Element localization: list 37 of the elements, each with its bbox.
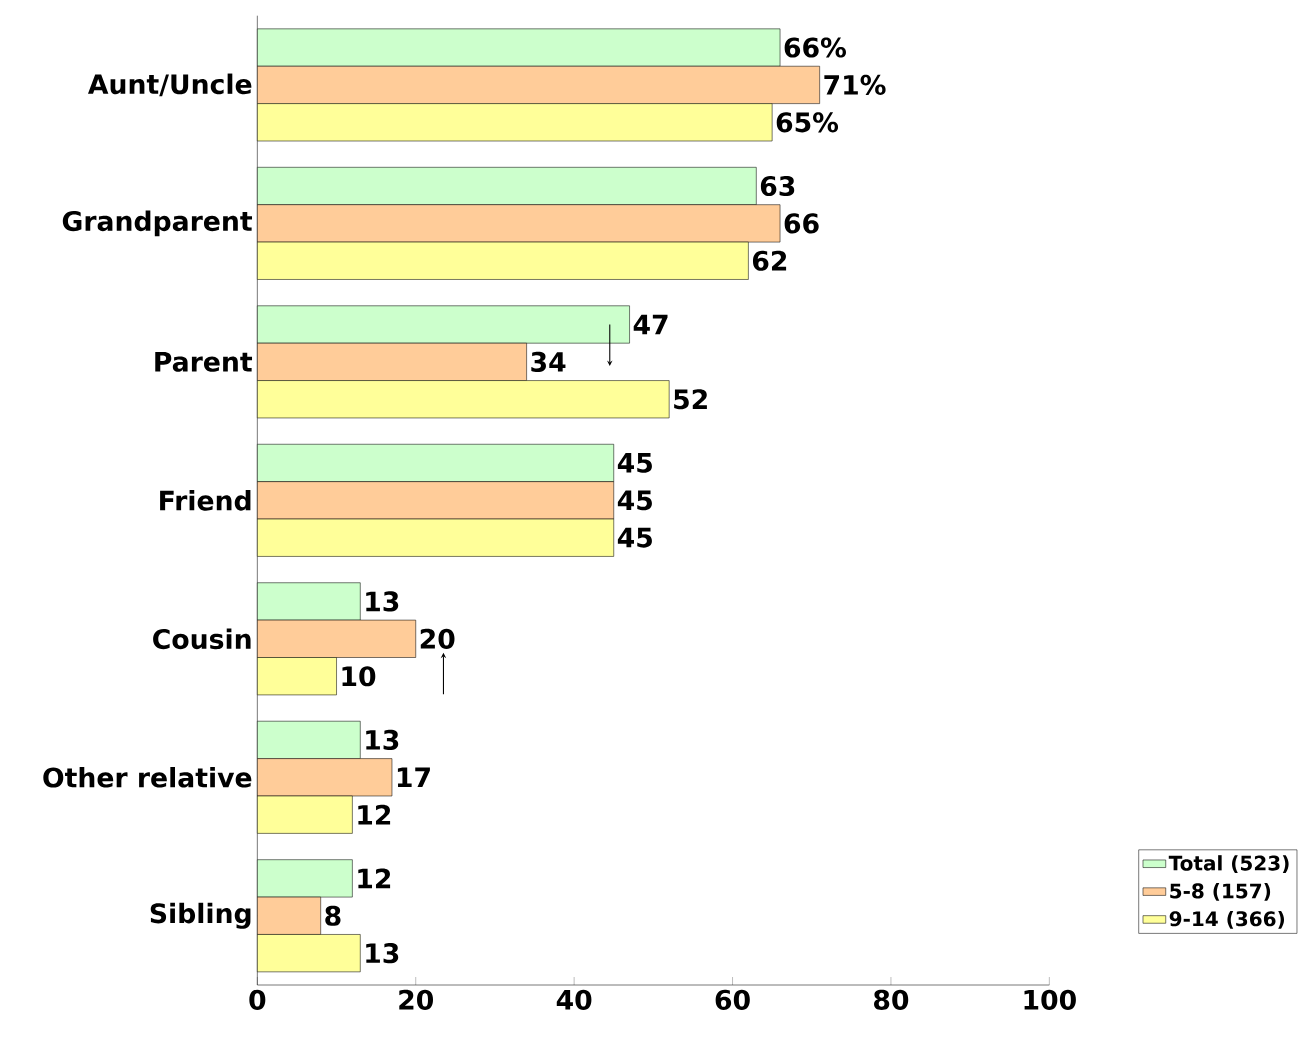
data-label: 13: [366, 591, 399, 612]
data-label: 66%: [784, 37, 846, 58]
data-label: 13: [366, 729, 399, 750]
y-tick-label: Friend: [160, 490, 251, 511]
y-tick-label: Cousin: [153, 628, 251, 650]
data-label: 13: [366, 943, 399, 964]
y-tick-label: Aunt/Uncle: [87, 73, 252, 97]
data-label: 8: [325, 905, 341, 926]
x-tick-label: 60: [715, 989, 750, 1010]
data-label: 12: [358, 868, 391, 889]
y-tick-label: Parent: [155, 351, 253, 372]
x-tick-label: 20: [399, 989, 434, 1010]
data-label: 20: [420, 628, 455, 649]
legend-label: Total (523): [1168, 855, 1289, 873]
data-label: 66: [784, 213, 819, 234]
legend-label: 5-8 (157): [1170, 883, 1271, 901]
x-tick-label: 80: [874, 989, 909, 1010]
x-tick-label: 0: [249, 989, 266, 1010]
data-label: 47: [633, 314, 668, 335]
data-label: 34: [531, 351, 566, 372]
y-tick-label: Grandparent: [62, 210, 253, 237]
data-label: 45: [617, 527, 652, 548]
data-label: 62: [752, 250, 787, 271]
y-tick-label: Sibling: [150, 902, 251, 929]
data-label: 63: [760, 175, 795, 197]
data-label: 45: [617, 490, 652, 511]
x-tick-label: 100: [1024, 989, 1076, 1010]
data-label: 17: [397, 767, 430, 788]
data-label: 52: [674, 389, 707, 410]
data-label: 45: [617, 453, 652, 473]
data-label: 10: [342, 666, 376, 687]
data-label: 71%: [824, 74, 886, 95]
legend-label: 9-14 (366): [1169, 910, 1285, 929]
x-tick-label: 40: [556, 989, 592, 1010]
y-tick-label: Other relative: [43, 766, 252, 788]
data-label: 65%: [776, 112, 839, 133]
data-label: 12: [358, 804, 391, 825]
